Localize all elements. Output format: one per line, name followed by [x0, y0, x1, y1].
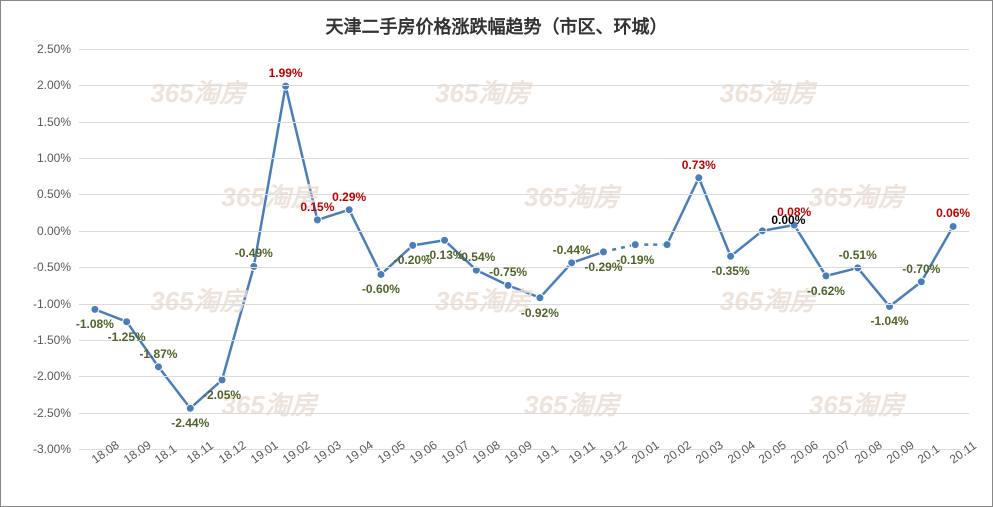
data-label: -0.62% — [807, 284, 845, 298]
chart-title: 天津二手房价格涨跌幅趋势（市区、环城） — [1, 13, 992, 39]
grid-line — [79, 194, 969, 195]
grid-line — [79, 376, 969, 377]
data-label: -0.49% — [235, 246, 273, 260]
y-tick-label: -2.00% — [33, 369, 79, 383]
grid-line — [79, 413, 969, 414]
line-segment — [508, 285, 540, 297]
data-label: -0.92% — [521, 306, 559, 320]
data-marker — [599, 248, 607, 256]
data-marker — [504, 281, 512, 289]
data-label: -0.35% — [712, 264, 750, 278]
line-segment — [699, 178, 731, 257]
data-label: -0.70% — [902, 262, 940, 276]
line-segment — [222, 266, 254, 379]
line-segment — [826, 268, 858, 276]
data-marker — [663, 241, 671, 249]
y-tick-label: 0.50% — [37, 187, 79, 201]
data-marker — [917, 278, 925, 286]
y-tick-label: 2.00% — [37, 78, 79, 92]
data-marker — [186, 404, 194, 412]
data-marker — [377, 270, 385, 278]
data-label: 0.29% — [332, 190, 366, 204]
chart-container: 天津二手房价格涨跌幅趋势（市区、环城） 365淘房365淘房365淘房365淘房… — [0, 0, 993, 507]
data-label: -0.54% — [457, 250, 495, 264]
y-tick-label: 0.00% — [37, 224, 79, 238]
data-label: -0.51% — [839, 248, 877, 262]
grid-line — [79, 122, 969, 123]
data-label: 0.06% — [936, 206, 970, 220]
data-label: 1.99% — [269, 66, 303, 80]
y-tick-label: 1.00% — [37, 151, 79, 165]
data-marker — [154, 363, 162, 371]
line-segment — [731, 231, 763, 256]
data-label: 0.15% — [300, 200, 334, 214]
data-marker — [91, 305, 99, 313]
line-segment — [794, 225, 826, 276]
line-segment — [158, 367, 190, 408]
y-tick-label: 2.50% — [37, 42, 79, 56]
data-label: -0.19% — [616, 253, 654, 267]
data-label: 0.08% — [777, 205, 811, 219]
data-label: -2.05% — [203, 388, 241, 402]
data-marker — [441, 236, 449, 244]
y-tick-label: -1.00% — [33, 297, 79, 311]
data-label: -0.75% — [489, 265, 527, 279]
data-marker — [345, 206, 353, 214]
data-marker — [123, 318, 131, 326]
data-label: -0.60% — [362, 282, 400, 296]
line-segment — [858, 268, 890, 307]
grid-line — [79, 49, 969, 50]
data-marker — [409, 241, 417, 249]
data-marker — [695, 174, 703, 182]
y-tick-label: -0.50% — [33, 260, 79, 274]
y-tick-label: -2.50% — [33, 406, 79, 420]
y-tick-label: -3.00% — [33, 442, 79, 456]
grid-line — [79, 231, 969, 232]
line-segment — [667, 178, 699, 245]
data-label: 0.73% — [682, 158, 716, 172]
grid-line — [79, 158, 969, 159]
line-segment — [254, 86, 286, 266]
data-marker — [727, 252, 735, 260]
data-label: -1.87% — [139, 347, 177, 361]
data-label: -1.25% — [108, 330, 146, 344]
data-label: -2.44% — [171, 416, 209, 430]
data-marker — [949, 222, 957, 230]
grid-line — [79, 340, 969, 341]
data-marker — [822, 272, 830, 280]
data-label: -1.04% — [871, 314, 909, 328]
data-marker — [631, 241, 639, 249]
y-tick-label: -1.50% — [33, 333, 79, 347]
data-marker — [536, 294, 544, 302]
plot-area: 365淘房365淘房365淘房365淘房365淘房365淘房365淘房365淘房… — [79, 49, 969, 449]
line-segment — [413, 240, 445, 245]
grid-line — [79, 304, 969, 305]
data-label: -0.44% — [553, 243, 591, 257]
data-marker — [568, 259, 576, 267]
data-marker — [313, 216, 321, 224]
y-tick-label: 1.50% — [37, 115, 79, 129]
grid-line — [79, 85, 969, 86]
line-segment — [603, 245, 635, 252]
line-segment — [349, 210, 381, 275]
